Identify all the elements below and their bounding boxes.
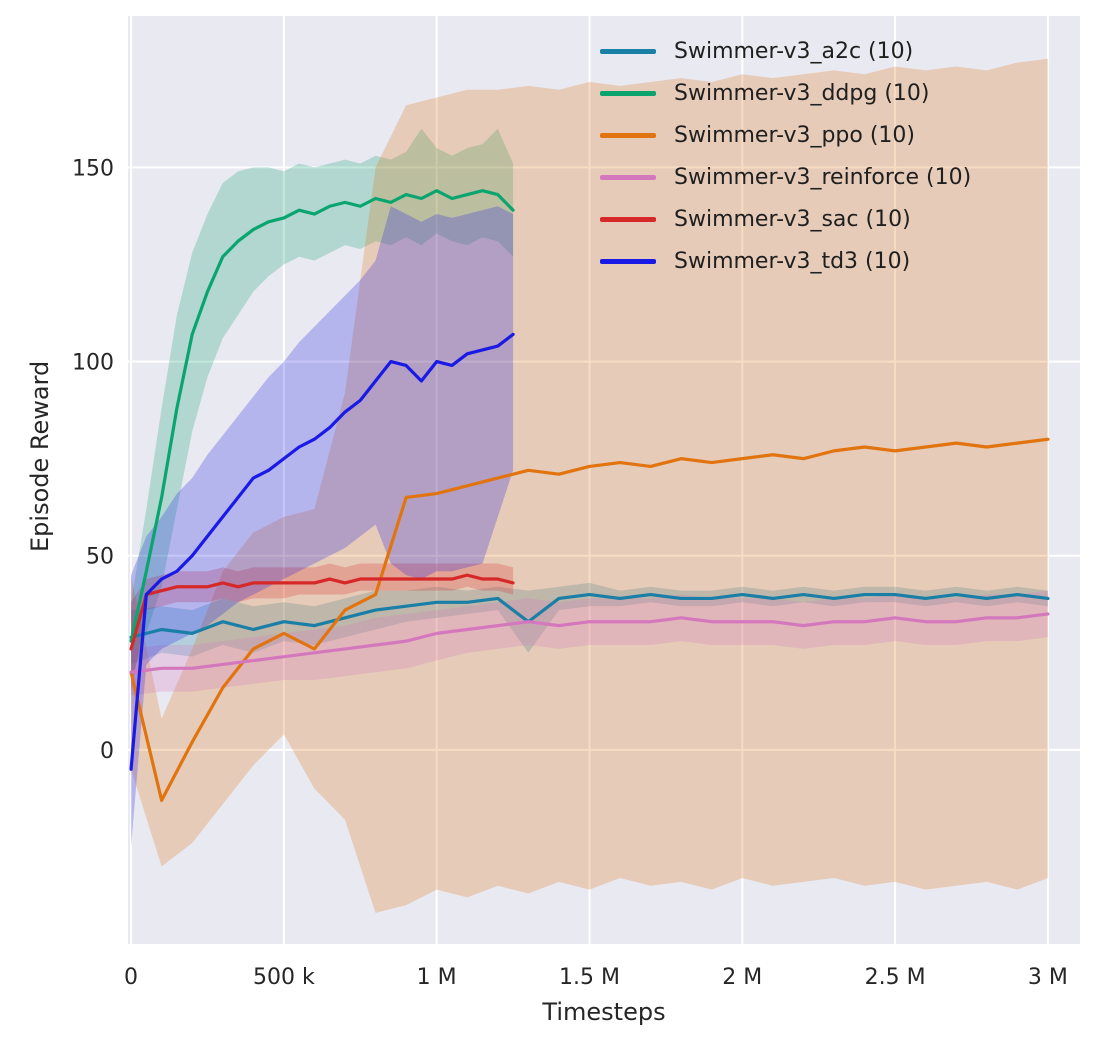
plot-background (128, 16, 1080, 944)
y-tick-label: 150 (72, 156, 114, 181)
legend-item-ppo: Swimmer-v3_ppo (10) (600, 114, 971, 156)
series-line-ppo (129, 437, 1050, 802)
confidence-band-ppo (131, 58, 1048, 913)
x-axis-label: Timesteps (542, 998, 666, 1026)
series-line-reinforce (129, 612, 1050, 674)
y-axis-label: Episode Reward (26, 360, 54, 552)
y-tick-label: 100 (72, 351, 114, 376)
series-line-a2c (129, 592, 1050, 639)
x-tick-label: 3 M (1028, 965, 1068, 990)
legend-swatch-reinforce (600, 174, 656, 180)
x-tick-label: 2 M (722, 965, 762, 990)
legend-item-reinforce: Swimmer-v3_reinforce (10) (600, 156, 971, 198)
legend-item-td3: Swimmer-v3_td3 (10) (600, 240, 971, 282)
legend-label: Swimmer-v3_td3 (10) (674, 248, 911, 274)
y-tick-label: 0 (100, 739, 114, 764)
legend-item-sac: Swimmer-v3_sac (10) (600, 198, 971, 240)
series-line-ddpg (129, 189, 515, 643)
legend-swatch-a2c (600, 48, 656, 54)
legend-swatch-td3 (600, 258, 656, 264)
x-tick-label: 1 M (417, 965, 457, 990)
legend-label: Swimmer-v3_ddpg (10) (674, 80, 930, 106)
confidence-band-reinforce (131, 590, 1048, 696)
legend-label: Swimmer-v3_a2c (10) (674, 38, 914, 64)
legend-label: Swimmer-v3_sac (10) (674, 206, 911, 232)
x-tick-label: 500 k (253, 965, 315, 990)
confidence-band-td3 (131, 206, 514, 847)
confidence-band-sac (131, 563, 514, 692)
legend: Swimmer-v3_a2c (10) Swimmer-v3_ddpg (10) S… (600, 30, 971, 282)
x-tick-label: 0 (124, 965, 138, 990)
legend-item-ddpg: Swimmer-v3_ddpg (10) (600, 72, 971, 114)
y-tick-label: 50 (86, 545, 114, 570)
legend-label: Swimmer-v3_reinforce (10) (674, 164, 972, 190)
legend-label: Swimmer-v3_ppo (10) (674, 122, 916, 148)
legend-item-a2c: Swimmer-v3_a2c (10) (600, 30, 971, 72)
legend-swatch-ddpg (600, 90, 656, 96)
legend-swatch-sac (600, 216, 656, 222)
x-tick-label: 1.5 M (559, 965, 620, 990)
legend-swatch-ppo (600, 132, 656, 138)
series-line-td3 (129, 332, 515, 771)
x-tick-label: 2.5 M (865, 965, 926, 990)
confidence-band-ddpg (131, 128, 514, 680)
series-line-sac (129, 573, 515, 651)
